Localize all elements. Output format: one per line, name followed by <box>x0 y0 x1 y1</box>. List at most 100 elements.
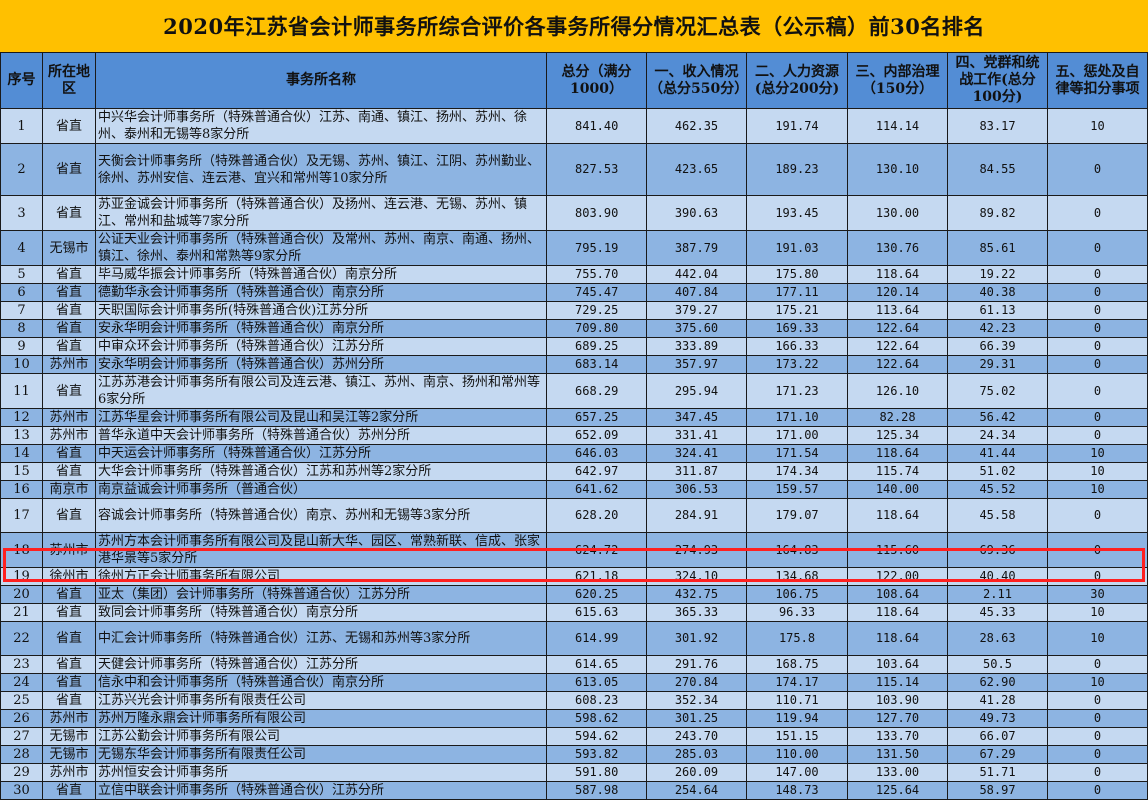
cell-region: 省直 <box>42 265 96 284</box>
cell-region: 省直 <box>42 673 96 692</box>
cell-firm-name: 中天运会计师事务所（特殊普通合伙）江苏分所 <box>95 444 547 463</box>
cell-total: 591.80 <box>546 763 647 782</box>
cell-rank: 19 <box>0 567 43 586</box>
cell-governance: 125.34 <box>847 426 948 445</box>
cell-firm-name: 普华永道中天会计师事务所（特殊普通合伙）苏州分所 <box>95 426 547 445</box>
cell-governance: 115.14 <box>847 673 948 692</box>
cell-total: 628.20 <box>546 498 647 533</box>
cell-hr: 175.21 <box>746 301 848 320</box>
cell-hr: 147.00 <box>746 763 848 782</box>
cell-income: 324.10 <box>646 567 747 586</box>
cell-income: 284.91 <box>646 498 747 533</box>
cell-region: 苏州市 <box>42 709 96 728</box>
cell-income: 301.25 <box>646 709 747 728</box>
cell-party-work: 69.36 <box>947 532 1048 568</box>
cell-total: 683.14 <box>546 355 647 374</box>
cell-firm-name: 无锡东华会计师事务所有限责任公司 <box>95 745 547 764</box>
cell-deductions: 0 <box>1047 781 1148 800</box>
cell-firm-name: 江苏公勤会计师事务所有限公司 <box>95 727 547 746</box>
cell-party-work: 45.33 <box>947 603 1048 622</box>
cell-rank: 11 <box>0 373 43 409</box>
cell-firm-name: 中审众环会计师事务所（特殊普通合伙）江苏分所 <box>95 337 547 356</box>
cell-region: 省直 <box>42 195 96 231</box>
cell-income: 324.41 <box>646 444 747 463</box>
table-title: 2020年江苏省会计师事务所综合评价各事务所得分情况汇总表（公示稿）前30名排名 <box>0 0 1148 52</box>
cell-total: 827.53 <box>546 143 647 196</box>
cell-total: 689.25 <box>546 337 647 356</box>
cell-total: 641.62 <box>546 480 647 499</box>
cell-income: 285.03 <box>646 745 747 764</box>
table-row: 29 苏州市 苏州恒安会计师事务所 591.80 260.09 147.00 133.00 5… <box>0 763 1148 782</box>
cell-firm-name: 苏亚金诚会计师事务所（特殊普通合伙）及扬州、连云港、无锡、苏州、镇江、常州和盐城… <box>95 195 547 231</box>
cell-hr: 166.33 <box>746 337 848 356</box>
cell-deductions: 0 <box>1047 230 1148 266</box>
cell-rank: 13 <box>0 426 43 445</box>
cell-total: 593.82 <box>546 745 647 764</box>
cell-deductions: 0 <box>1047 143 1148 196</box>
cell-total: 803.90 <box>546 195 647 231</box>
cell-total: 624.72 <box>546 532 647 568</box>
cell-region: 省直 <box>42 691 96 710</box>
cell-income: 390.63 <box>646 195 747 231</box>
cell-party-work: 24.34 <box>947 426 1048 445</box>
cell-firm-name: 安永华明会计师事务所（特殊普通合伙）南京分所 <box>95 319 547 338</box>
cell-deductions: 30 <box>1047 585 1148 604</box>
cell-party-work: 41.28 <box>947 691 1048 710</box>
table-row: 7 省直 天职国际会计师事务所(特殊普通合伙)江苏分所 729.25 379.27 175… <box>0 301 1148 320</box>
cell-income: 270.84 <box>646 673 747 692</box>
cell-income: 387.79 <box>646 230 747 266</box>
cell-total: 598.62 <box>546 709 647 728</box>
cell-deductions: 0 <box>1047 408 1148 427</box>
cell-deductions: 10 <box>1047 108 1148 144</box>
cell-governance: 140.00 <box>847 480 948 499</box>
cell-firm-name: 江苏华星会计师事务所有限公司及昆山和吴江等2家分所 <box>95 408 547 427</box>
cell-deductions: 0 <box>1047 655 1148 674</box>
table-row: 12 苏州市 江苏华星会计师事务所有限公司及昆山和吴江等2家分所 657.25 347.… <box>0 408 1148 427</box>
table-row: 22 省直 中汇会计师事务所（特殊普通合伙）江苏、无锡和苏州等3家分所 614.99 3… <box>0 621 1148 656</box>
cell-region: 省直 <box>42 108 96 144</box>
cell-governance: 118.64 <box>847 621 948 656</box>
cell-rank: 18 <box>0 532 43 568</box>
table-row: 8 省直 安永华明会计师事务所（特殊普通合伙）南京分所 709.80 375.60 169… <box>0 319 1148 338</box>
cell-party-work: 66.39 <box>947 337 1048 356</box>
cell-governance: 130.00 <box>847 195 948 231</box>
cell-deductions: 0 <box>1047 426 1148 445</box>
cell-firm-name: 德勤华永会计师事务所（特殊普通合伙）南京分所 <box>95 283 547 302</box>
cell-governance: 130.76 <box>847 230 948 266</box>
cell-rank: 20 <box>0 585 43 604</box>
cell-deductions: 10 <box>1047 621 1148 656</box>
cell-income: 375.60 <box>646 319 747 338</box>
cell-rank: 12 <box>0 408 43 427</box>
cell-deductions: 10 <box>1047 673 1148 692</box>
cell-total: 621.18 <box>546 567 647 586</box>
cell-governance: 118.64 <box>847 444 948 463</box>
cell-region: 省直 <box>42 337 96 356</box>
cell-hr: 159.57 <box>746 480 848 499</box>
cell-income: 462.35 <box>646 108 747 144</box>
cell-income: 260.09 <box>646 763 747 782</box>
cell-rank: 28 <box>0 745 43 764</box>
cell-hr: 110.00 <box>746 745 848 764</box>
table-row: 27 无锡市 江苏公勤会计师事务所有限公司 594.62 243.70 151.15 133… <box>0 727 1148 746</box>
cell-total: 608.23 <box>546 691 647 710</box>
cell-hr: 171.54 <box>746 444 848 463</box>
cell-governance: 115.60 <box>847 532 948 568</box>
cell-governance: 118.64 <box>847 498 948 533</box>
cell-rank: 10 <box>0 355 43 374</box>
cell-income: 357.97 <box>646 355 747 374</box>
header-rank: 序号 <box>0 52 43 109</box>
header-deductions: 五、惩处及自律等扣分事项 <box>1047 52 1148 109</box>
header-region: 所在地区 <box>42 52 96 109</box>
cell-hr: 171.23 <box>746 373 848 409</box>
cell-party-work: 2.11 <box>947 585 1048 604</box>
cell-region: 苏州市 <box>42 408 96 427</box>
cell-governance: 82.28 <box>847 408 948 427</box>
cell-hr: 179.07 <box>746 498 848 533</box>
cell-total: 594.62 <box>546 727 647 746</box>
cell-hr: 191.03 <box>746 230 848 266</box>
table-row: 4 无锡市 公证天业会计师事务所（特殊普通合伙）及常州、苏州、南京、南通、扬州、镇江… <box>0 230 1148 266</box>
cell-income: 352.34 <box>646 691 747 710</box>
cell-total: 745.47 <box>546 283 647 302</box>
cell-rank: 8 <box>0 319 43 338</box>
cell-hr: 110.71 <box>746 691 848 710</box>
